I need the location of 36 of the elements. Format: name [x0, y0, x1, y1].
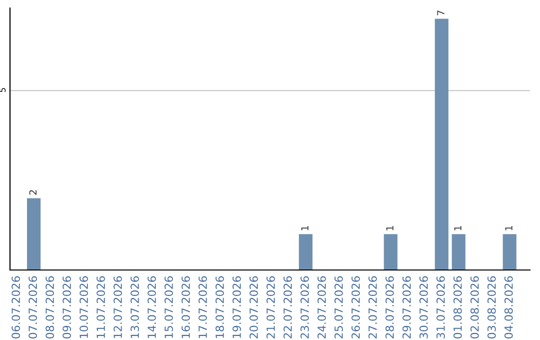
x-tick-label: 22.07.2026	[284, 276, 292, 338]
x-tick-label: 10.07.2026	[80, 276, 88, 338]
x-tick-label: 14.07.2026	[148, 276, 156, 338]
data-label: 1	[454, 226, 462, 230]
x-tick-label: 03.08.2026	[487, 276, 496, 338]
x-tick-label: 24.07.2026	[318, 276, 326, 338]
x-tick-label: 23.07.2026	[300, 276, 309, 338]
x-tick-label: 29.07.2026	[402, 276, 411, 338]
data-label: 2	[29, 190, 36, 195]
data-label: 7	[437, 10, 444, 16]
data-label: 1	[301, 226, 308, 230]
x-tick-label: 18.07.2026	[216, 276, 224, 338]
x-tick-label: 17.07.2026	[198, 276, 207, 338]
x-tick-label: 11.07.2026	[96, 276, 105, 338]
x-tick-label: 04.08.2026	[504, 276, 513, 338]
x-tick-label: 20.07.2026	[250, 276, 258, 338]
x-tick-label: 26.07.2026	[351, 276, 360, 338]
data-label: 1	[505, 226, 512, 230]
x-tick-label: 16.07.2026	[182, 276, 190, 338]
x-tick-label: 01.08.2026	[453, 276, 462, 338]
x-tick-label: 15.07.2026	[164, 276, 173, 338]
x-tick-label: 19.07.2026	[232, 276, 241, 338]
x-tick-label: 27.07.2026	[368, 276, 377, 338]
x-tick-label: 21.07.2026	[266, 276, 275, 338]
x-tick-label: 06.07.2026	[12, 276, 20, 338]
x-tick-label: 09.07.2026	[62, 276, 71, 338]
x-tick-label: 30.07.2026	[419, 276, 428, 338]
x-tick-label: 28.07.2026	[385, 276, 394, 338]
x-tick-label: 31.07.2026	[436, 276, 445, 338]
x-tick-label: 07.07.2026	[28, 276, 38, 338]
data-label: 1	[386, 226, 394, 230]
x-tick-label: 13.07.2026	[130, 276, 139, 338]
x-tick-label: 08.07.2026	[46, 276, 54, 338]
x-tick-label: 25.07.2026	[334, 276, 343, 338]
x-tick-label: 02.08.2026	[470, 276, 479, 338]
x-tick-label: 12.07.2026	[114, 276, 122, 338]
